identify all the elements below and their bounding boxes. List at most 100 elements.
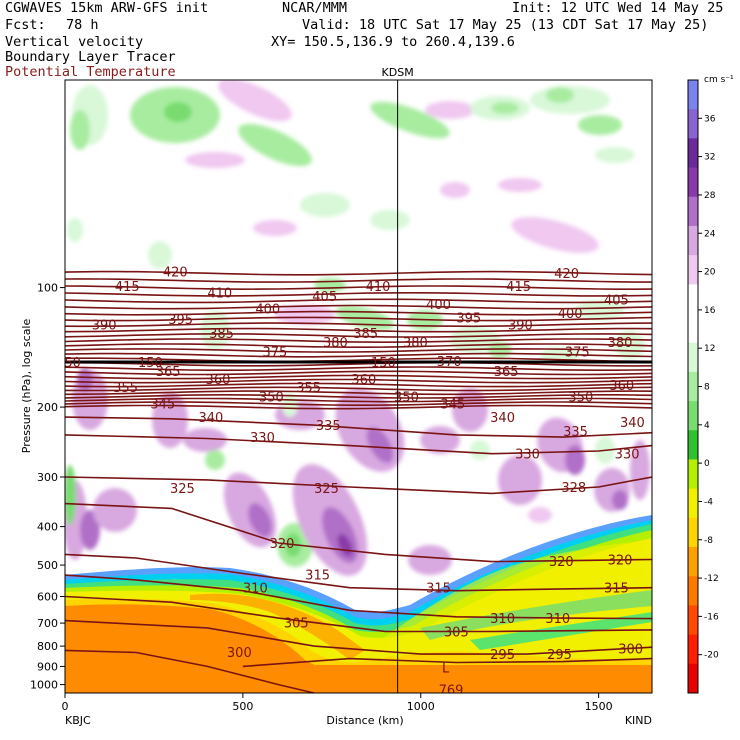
theta-label: 365 xyxy=(156,365,181,380)
colorbar-swatch xyxy=(688,547,698,577)
colorbar-tick-label: 20 xyxy=(704,268,716,278)
theta-contour-line xyxy=(65,352,652,358)
mid-station-label: KDSM xyxy=(382,66,414,79)
theta-label: 405 xyxy=(604,293,629,308)
theta-label: 370 xyxy=(437,355,462,370)
theta-contour-line xyxy=(65,649,315,693)
theta-label: 305 xyxy=(284,616,309,631)
theta-contour-line xyxy=(65,285,652,291)
theta-label: 335 xyxy=(316,419,341,434)
theta-label: 310 xyxy=(243,582,268,597)
valid-time: Valid: 18 UTC Sat 17 May 25 (13 CDT Sat … xyxy=(302,17,709,33)
theta-contour-line xyxy=(65,298,652,304)
theta-contour-line xyxy=(65,270,652,276)
theta-label: 320 xyxy=(549,555,574,570)
theta-label: 360 xyxy=(351,373,376,388)
y-tick-label: 700 xyxy=(37,617,58,630)
left-station-label: KBJC xyxy=(65,714,91,727)
colorbar-swatch xyxy=(688,371,698,402)
plot-area: 420 420 415 415 410 410 405 405 400 400 400 395 395 3… xyxy=(56,80,652,699)
theta-label: 315 xyxy=(604,582,629,597)
theta-contour-line xyxy=(65,366,652,371)
colorbar-tick-label: 4 xyxy=(704,421,710,431)
theta-label: 350 xyxy=(259,390,284,405)
theta-contour-line xyxy=(65,338,652,344)
theta-contour-line xyxy=(65,348,652,353)
theta-label: 300 xyxy=(618,642,643,657)
x-tick-label: 0 xyxy=(62,700,69,713)
colorbar-tick-label: 28 xyxy=(704,191,716,201)
theta-label: 295 xyxy=(547,648,572,663)
theta-label: 375 xyxy=(262,346,287,361)
theta-label: 325 xyxy=(314,482,339,497)
theta-label: 345 xyxy=(150,398,175,413)
theta-label: 395 xyxy=(168,313,193,328)
theta-contour-line xyxy=(65,404,652,410)
theta-label: 410 xyxy=(366,280,391,295)
theta-label: 390 xyxy=(508,319,533,334)
colorbar-tick-label: -20 xyxy=(704,651,719,661)
theta-contour-line xyxy=(65,401,652,406)
theta-label: 385 xyxy=(209,327,234,342)
plot-frame xyxy=(64,79,653,694)
theta-contour-line xyxy=(65,476,652,495)
theta-label: 330 xyxy=(250,431,275,446)
theta-contour-line xyxy=(65,361,652,367)
theta-label: 415 xyxy=(506,280,531,295)
theta-label: 310 xyxy=(490,612,515,627)
colorbar-swatch xyxy=(688,576,698,606)
x-tick-label: 1000 xyxy=(407,700,435,713)
theta-label: 305 xyxy=(444,626,469,641)
colorbar-tick-label: -12 xyxy=(704,574,719,584)
theta-contour-line xyxy=(65,374,652,380)
y-tick-label: 100 xyxy=(37,282,58,295)
theta-label: 350 xyxy=(568,390,593,405)
theta-contour-line xyxy=(65,393,652,399)
colorbar-swatch xyxy=(688,196,698,227)
colorbar-swatch xyxy=(688,313,698,344)
theta-contour-line xyxy=(65,386,652,392)
colorbar-swatch xyxy=(688,663,698,694)
y-tick-label: 300 xyxy=(37,471,58,484)
y-tick-label: 200 xyxy=(37,401,58,414)
colorbar-swatch xyxy=(688,342,698,373)
theta-label: 300 xyxy=(227,646,252,661)
theta-label: 150 xyxy=(56,356,81,371)
colorbar-tick-label: 36 xyxy=(704,114,716,124)
theta-contour-line xyxy=(65,502,652,563)
upper-level-velocity-blobs xyxy=(67,80,645,363)
theta-contour-line xyxy=(242,657,652,668)
theta-contour-line xyxy=(65,378,652,384)
theta-label: 769 xyxy=(439,684,464,699)
theta-label: 150 xyxy=(371,356,396,371)
theta-label: 400 xyxy=(255,303,280,318)
model-title: CGWAVES 15km ARW-GFS init xyxy=(5,0,209,16)
theta-contour-line xyxy=(65,574,652,620)
theta-contour-line xyxy=(65,310,652,316)
theta-label: 395 xyxy=(456,312,481,327)
theta-label: 415 xyxy=(115,280,140,295)
colorbar-tick-label: 12 xyxy=(704,344,715,354)
y-axis: 100 200 300 400 500 600 700 800 900 1000 xyxy=(30,282,65,692)
theta-label: 380 xyxy=(608,336,633,351)
colorbar-swatch xyxy=(688,517,698,548)
theta-contour-line xyxy=(65,390,652,396)
field-boundary-layer-tracer: Boundary Layer Tracer xyxy=(5,49,176,65)
theta-contour-line xyxy=(65,434,652,455)
x-tick-label: 1500 xyxy=(585,700,613,713)
theta-contour-line xyxy=(65,553,652,592)
theta-label: 420 xyxy=(554,267,579,282)
theta-label: 365 xyxy=(494,365,519,380)
y-tick-label: 800 xyxy=(37,640,58,653)
y-axis-title: Pressure (hPa), log scale xyxy=(20,319,33,454)
theta-label: 330 xyxy=(515,448,540,463)
theta-label: 345 xyxy=(440,398,465,413)
theta-contour-line xyxy=(65,595,652,633)
init-time: Init: 12 UTC Wed 14 May 25 xyxy=(512,0,724,16)
colorbar-swatch xyxy=(688,488,698,519)
theta-label: 355 xyxy=(113,381,138,396)
theta-contour-line xyxy=(65,322,652,328)
x-axis: 0 500 1000 1500 xyxy=(62,693,613,713)
theta-label: 360 xyxy=(206,373,231,388)
